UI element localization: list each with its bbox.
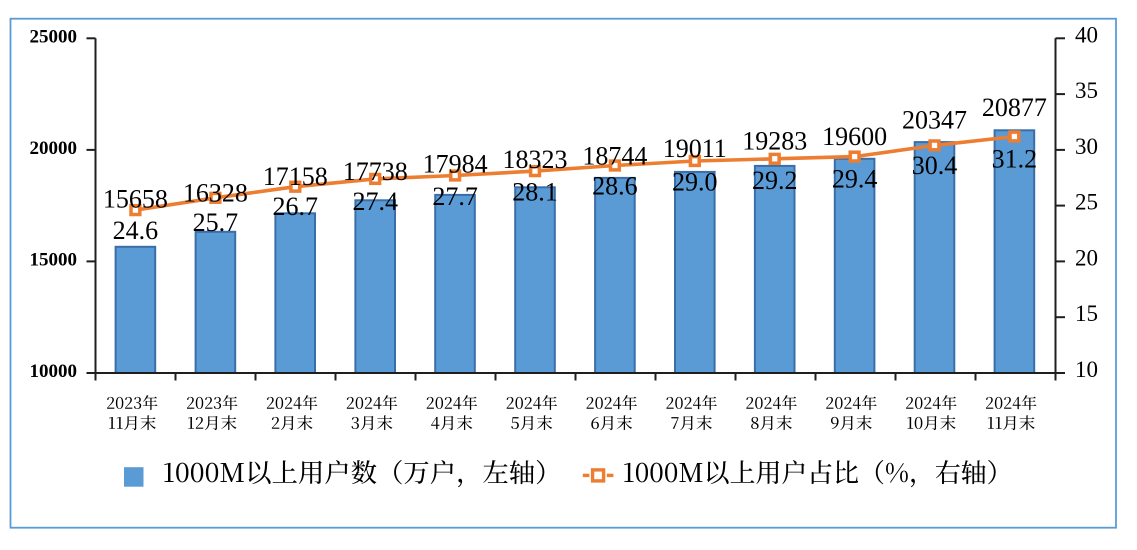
svg-text:10000: 10000 [30,361,78,382]
svg-text:29.4: 29.4 [832,164,878,193]
svg-text:10: 10 [1075,357,1098,382]
svg-text:15: 15 [1075,301,1098,326]
svg-text:15000: 15000 [30,249,78,270]
svg-text:28.1: 28.1 [512,177,558,206]
svg-text:18744: 18744 [582,142,647,171]
svg-text:30: 30 [1075,134,1098,159]
svg-text:26.7: 26.7 [272,192,318,221]
svg-text:29.2: 29.2 [752,166,798,195]
svg-text:19283: 19283 [742,127,807,156]
svg-text:19011: 19011 [663,134,727,163]
svg-text:27.4: 27.4 [352,187,398,216]
svg-text:15658: 15658 [103,185,168,214]
svg-text:18323: 18323 [503,145,568,174]
svg-text:25.7: 25.7 [193,208,239,237]
svg-text:17738: 17738 [343,157,408,186]
svg-text:20347: 20347 [902,106,967,135]
svg-text:28.6: 28.6 [592,171,638,200]
svg-text:30.4: 30.4 [912,151,958,180]
svg-text:16328: 16328 [183,178,248,207]
svg-text:31.2: 31.2 [992,144,1038,173]
svg-text:25: 25 [1075,190,1098,215]
svg-text:20000: 20000 [30,138,78,159]
svg-text:19600: 19600 [822,122,887,151]
svg-text:29.0: 29.0 [672,167,718,196]
svg-text:17984: 17984 [423,150,488,179]
svg-text:20877: 20877 [982,93,1047,122]
svg-text:20: 20 [1075,245,1098,270]
svg-text:17158: 17158 [263,162,328,191]
svg-text:40: 40 [1075,22,1098,47]
svg-text:35: 35 [1075,78,1098,103]
svg-text:27.7: 27.7 [432,182,478,211]
svg-text:25000: 25000 [30,26,78,47]
svg-text:24.6: 24.6 [113,216,159,245]
